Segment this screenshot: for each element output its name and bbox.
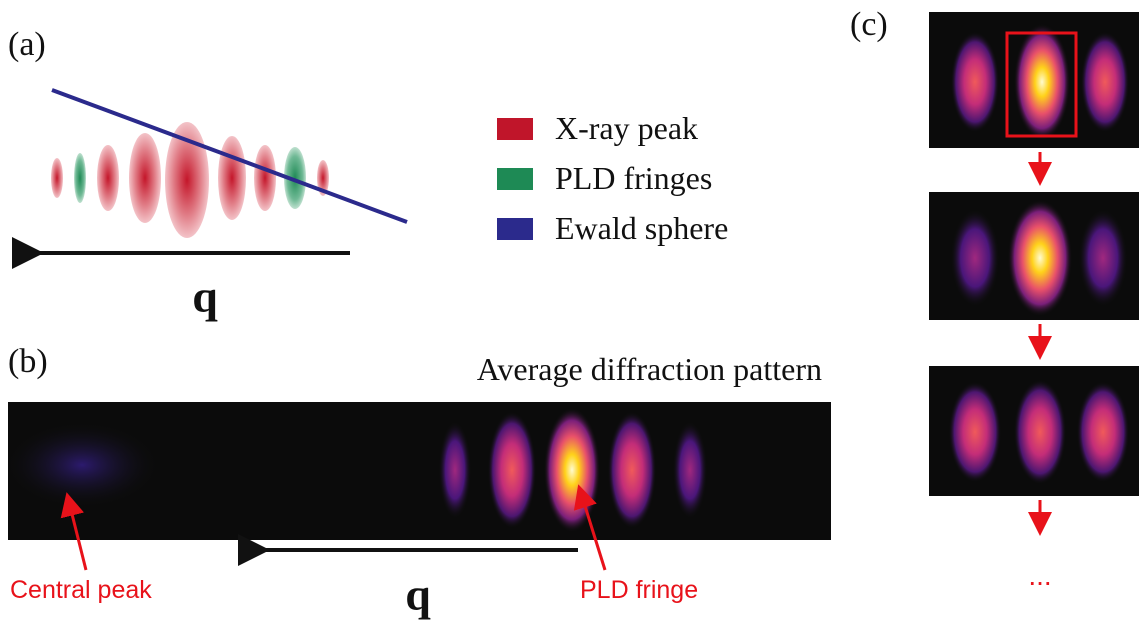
legend-swatch xyxy=(497,168,533,190)
ewald-line xyxy=(51,88,408,224)
panel-label: (a) xyxy=(8,26,46,63)
legend-label: X-ray peak xyxy=(555,110,698,146)
legend-label: Ewald sphere xyxy=(555,210,728,246)
annotation-arrow xyxy=(573,484,607,571)
panel-label: (c) xyxy=(850,6,888,43)
axis-label: q xyxy=(192,271,218,322)
axis-label: q xyxy=(405,569,431,620)
annotation-arrow xyxy=(60,492,88,571)
legend-label: PLD fringes xyxy=(555,160,712,196)
legend-swatch xyxy=(497,218,533,240)
panel-label: (b) xyxy=(8,343,48,380)
frames xyxy=(929,12,1139,536)
annotation: Central peak xyxy=(10,576,152,604)
panel-title: Average diffraction pattern xyxy=(477,351,822,387)
ellipsis: ... xyxy=(1028,560,1051,591)
legend-swatch xyxy=(497,118,533,140)
peaks xyxy=(51,122,329,238)
annotation: PLD fringe xyxy=(580,576,698,604)
